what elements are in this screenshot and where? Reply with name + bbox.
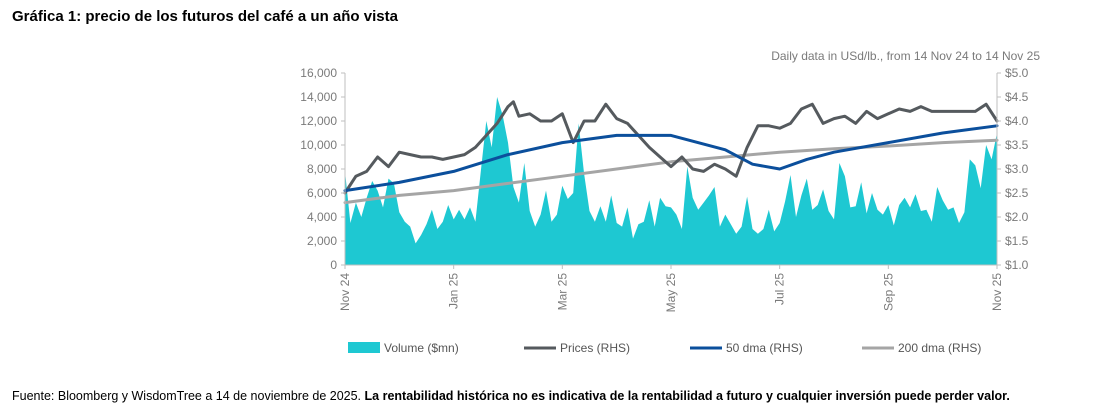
x-tick-label: Nov 24	[338, 273, 352, 311]
left-tick-label: 14,000	[300, 90, 337, 104]
chart-subtitle: Daily data in USd/lb., from 14 Nov 24 to…	[771, 49, 1040, 63]
legend-label: 50 dma (RHS)	[726, 341, 803, 355]
legend-swatch	[348, 342, 380, 353]
legend-label: 200 dma (RHS)	[898, 341, 981, 355]
source-note: Fuente: Bloomberg y WisdomTree a 14 de n…	[12, 389, 1010, 403]
right-tick-label: $3.5	[1005, 138, 1029, 152]
legend-label: Prices (RHS)	[560, 341, 630, 355]
x-tick-label: Mar 25	[555, 273, 569, 311]
left-tick-label: 8,000	[307, 162, 337, 176]
coffee-futures-chart: Daily data in USd/lb., from 14 Nov 24 to…	[300, 49, 1040, 355]
dma200-line-series	[343, 138, 999, 205]
legend-dma200: 200 dma (RHS)	[862, 341, 981, 355]
left-tick-label: 4,000	[307, 210, 337, 224]
left-tick-label: 0	[330, 258, 337, 272]
left-tick-label: 10,000	[300, 138, 337, 152]
x-tick-label: Jan 25	[447, 273, 461, 309]
left-tick-label: 16,000	[300, 66, 337, 80]
legend-dma50: 50 dma (RHS)	[690, 341, 803, 355]
left-tick-label: 2,000	[307, 234, 337, 248]
x-tick-label: Sep 25	[881, 273, 895, 311]
left-tick-label: 12,000	[300, 114, 337, 128]
legend-prices: Prices (RHS)	[524, 341, 630, 355]
left-tick-label: 6,000	[307, 186, 337, 200]
x-tick-label: May 25	[664, 273, 678, 313]
figure-title: Gráfica 1: precio de los futuros del caf…	[12, 8, 398, 25]
right-tick-label: $4.5	[1005, 90, 1029, 104]
volume-area-series	[345, 97, 997, 265]
right-tick-label: $1.5	[1005, 234, 1029, 248]
right-tick-label: $3.0	[1005, 162, 1029, 176]
legend-volume: Volume ($mn)	[348, 341, 459, 355]
dma50-line-series	[343, 124, 999, 193]
right-tick-label: $1.0	[1005, 258, 1029, 272]
right-tick-label: $5.0	[1005, 66, 1029, 80]
disclaimer-text: La rentabilidad histórica no es indicati…	[364, 389, 1010, 403]
right-tick-label: $2.0	[1005, 210, 1029, 224]
prices-line-series	[343, 100, 999, 195]
right-tick-label: $2.5	[1005, 186, 1029, 200]
source-text: Fuente: Bloomberg y WisdomTree a 14 de n…	[12, 389, 362, 403]
x-tick-label: Nov 25	[990, 273, 1004, 311]
right-tick-label: $4.0	[1005, 114, 1029, 128]
legend-label: Volume ($mn)	[384, 341, 459, 355]
x-tick-label: Jul 25	[773, 273, 787, 305]
